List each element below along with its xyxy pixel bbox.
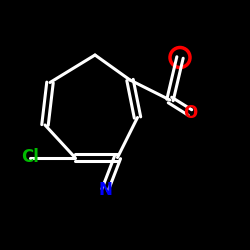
Text: Cl: Cl	[21, 148, 39, 166]
Text: N: N	[98, 181, 112, 199]
Text: O: O	[183, 104, 197, 122]
